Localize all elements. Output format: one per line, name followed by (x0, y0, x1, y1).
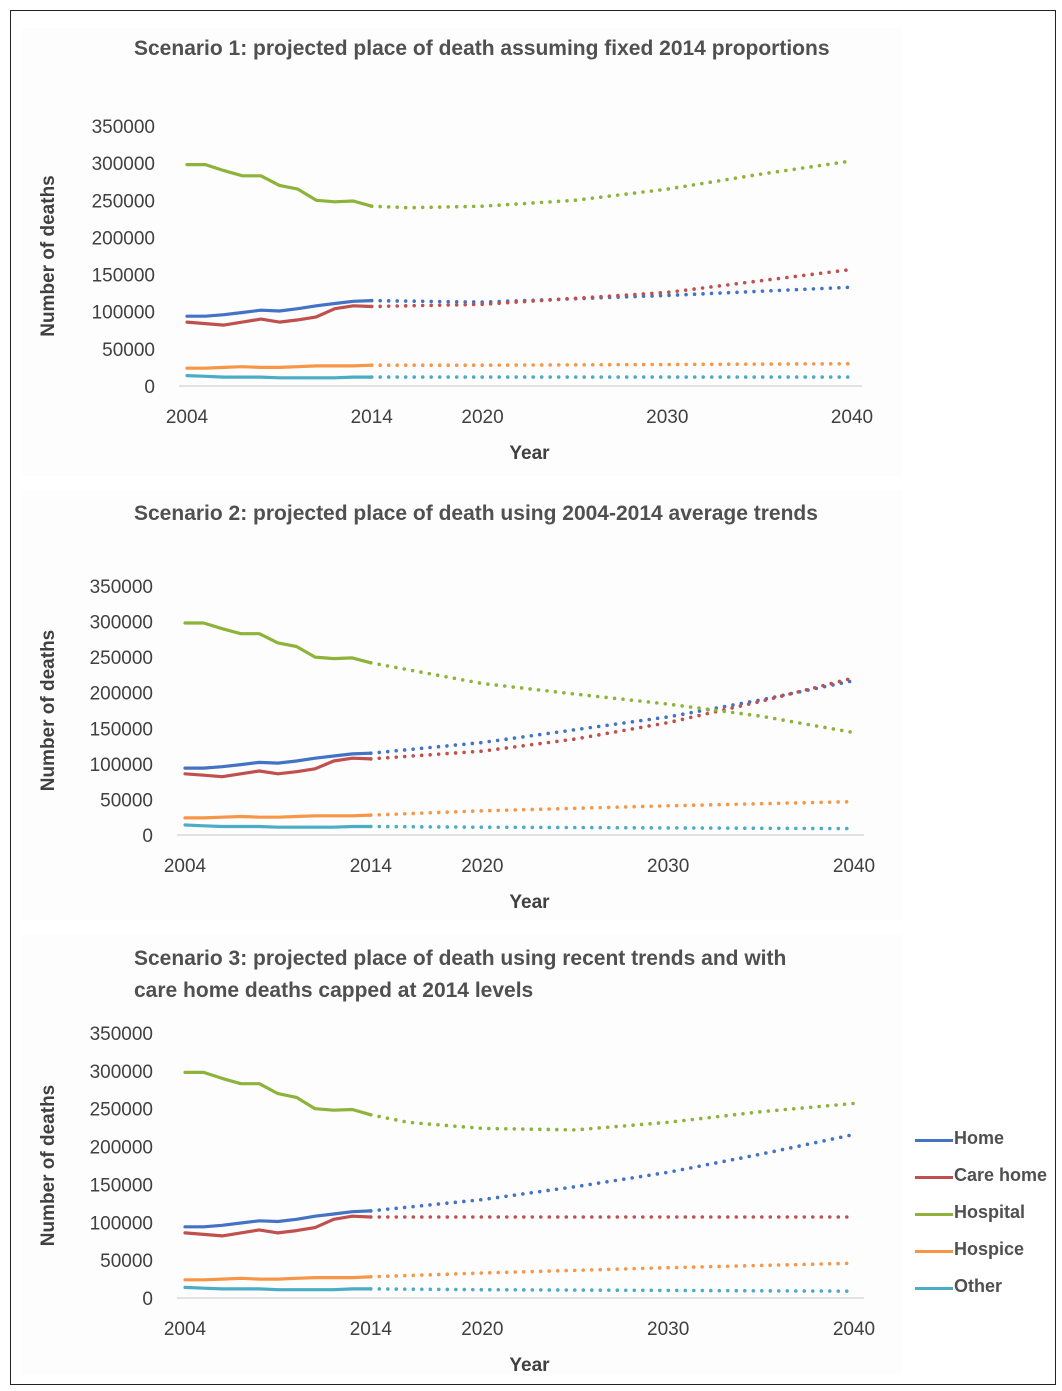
y-tick-label: 150000 (90, 1175, 153, 1196)
chart-title: Scenario 1: projected place of death ass… (134, 37, 830, 60)
y-tick-label: 250000 (90, 1100, 153, 1121)
x-tick-label: 2020 (461, 856, 503, 877)
x-tick-label: 2040 (831, 407, 873, 428)
y-tick-label: 250000 (90, 648, 153, 669)
series-line-home-projected (369, 285, 854, 304)
y-tick-label: 100000 (92, 303, 155, 324)
y-tick-label: 50000 (100, 790, 153, 811)
chart-legend: Home Care home Hospital Hospice Other (915, 1125, 1060, 1310)
y-tick-label: 0 (144, 377, 155, 398)
x-tick-label: 2040 (833, 856, 875, 877)
series-line-care-home-observed (183, 1214, 373, 1238)
series-line-home-observed (183, 751, 373, 770)
y-tick-label: 350000 (90, 577, 153, 598)
y-tick-label: 200000 (92, 228, 155, 249)
series-line-home-projected (368, 678, 856, 756)
x-tick-label: 2030 (647, 1319, 689, 1340)
legend-swatch (915, 1250, 953, 1253)
legend-swatch (915, 1176, 953, 1179)
series-line-other-observed (183, 1285, 373, 1292)
y-axis-title: Number of deaths (38, 175, 59, 337)
y-tick-label: 350000 (90, 1024, 153, 1045)
line-chart-3: 350000 300000 250000 200000 150000 100000 5000… (38, 1024, 875, 1376)
figure-frame (10, 10, 1056, 1385)
legend-label: Care home (954, 1165, 1048, 1185)
chart-panel-1: Scenario 1: projected place of death ass… (22, 28, 902, 476)
series-line-care-home-projected (369, 267, 854, 309)
x-tick-label: 2030 (647, 856, 689, 877)
y-tick-label: 50000 (102, 340, 155, 361)
legend-swatch (915, 1213, 953, 1216)
x-tick-label: 2014 (350, 1319, 393, 1340)
y-tick-label: 0 (142, 826, 153, 847)
legend-item-other: Other (915, 1273, 1060, 1310)
legend-item-care-home: Care home (915, 1162, 1060, 1199)
series-line-hospital-projected (368, 1101, 856, 1132)
legend-label: Hospice (954, 1239, 1025, 1259)
y-tick-label: 350000 (92, 117, 155, 138)
series-line-hospice-projected (368, 799, 856, 817)
chart-panel-3: Scenario 3: projected place of death usi… (22, 935, 902, 1376)
line-chart-1: 350000 300000 250000 200000 150000 100000 5000… (38, 117, 873, 464)
series-line-hospital-projected (369, 159, 854, 210)
series-line-other-projected (368, 1287, 856, 1294)
x-axis-title: Year (509, 892, 550, 913)
legend-item-home: Home (915, 1125, 1060, 1162)
legend-item-hospital: Hospital (915, 1199, 1060, 1236)
series-line-other-projected (368, 824, 856, 831)
series-line-home-observed (185, 299, 374, 318)
x-tick-label: 2014 (351, 407, 394, 428)
y-axis-title: Number of deaths (38, 630, 59, 792)
x-axis-title: Year (509, 443, 550, 464)
y-tick-label: 200000 (90, 1138, 153, 1159)
x-tick-label: 2020 (461, 407, 503, 428)
series-line-hospital-observed (183, 1070, 373, 1117)
series-line-care-home-observed (185, 304, 374, 327)
series-line-care-home-projected (368, 676, 856, 761)
y-tick-label: 300000 (90, 613, 153, 634)
series-line-hospice-projected (368, 1261, 856, 1279)
chart-title: Scenario 3: projected place of death usi… (134, 947, 787, 1002)
series-line-hospice-observed (183, 813, 373, 820)
y-axis-title: Number of deaths (38, 1085, 59, 1247)
x-tick-label: 2004 (166, 407, 209, 428)
x-tick-label: 2014 (350, 856, 393, 877)
series-line-other-observed (183, 823, 373, 829)
series-line-hospital-observed (185, 163, 374, 208)
chart-panel-2: Scenario 2: projected place of death usi… (22, 490, 902, 920)
x-tick-label: 2004 (164, 1319, 207, 1340)
x-tick-label: 2004 (164, 856, 207, 877)
series-line-hospice-observed (183, 1275, 373, 1282)
y-tick-label: 200000 (90, 684, 153, 705)
y-tick-label: 100000 (90, 755, 153, 776)
y-tick-label: 300000 (90, 1062, 153, 1083)
y-tick-label: 150000 (90, 719, 153, 740)
legend-item-hospice: Hospice (915, 1236, 1060, 1273)
series-line-home-projected (368, 1132, 856, 1213)
x-tick-label: 2020 (461, 1319, 503, 1340)
series-line-hospice-projected (369, 361, 854, 368)
legend-label: Hospital (954, 1202, 1026, 1222)
x-tick-label: 2040 (833, 1319, 875, 1340)
series-line-other-observed (185, 374, 374, 380)
series-line-hospital-observed (183, 621, 373, 665)
legend-swatch (915, 1139, 953, 1142)
y-tick-label: 50000 (100, 1251, 153, 1272)
series-line-hospice-observed (185, 363, 374, 370)
series-line-hospital-projected (368, 661, 856, 735)
legend-label: Other (954, 1276, 1003, 1296)
y-tick-label: 150000 (92, 266, 155, 287)
y-tick-label: 100000 (90, 1213, 153, 1234)
x-axis-title: Year (509, 1355, 550, 1376)
y-tick-label: 300000 (92, 154, 155, 175)
y-tick-label: 0 (142, 1289, 153, 1310)
y-tick-label: 250000 (92, 191, 155, 212)
x-tick-label: 2030 (646, 407, 688, 428)
series-line-home-observed (183, 1209, 373, 1229)
legend-swatch (915, 1287, 953, 1290)
series-line-care-home-observed (183, 756, 373, 779)
chart-title: Scenario 2: projected place of death usi… (134, 502, 818, 525)
legend-label: Home (954, 1128, 1005, 1148)
line-chart-2: 350000 300000 250000 200000 150000 100000 5000… (38, 577, 875, 913)
